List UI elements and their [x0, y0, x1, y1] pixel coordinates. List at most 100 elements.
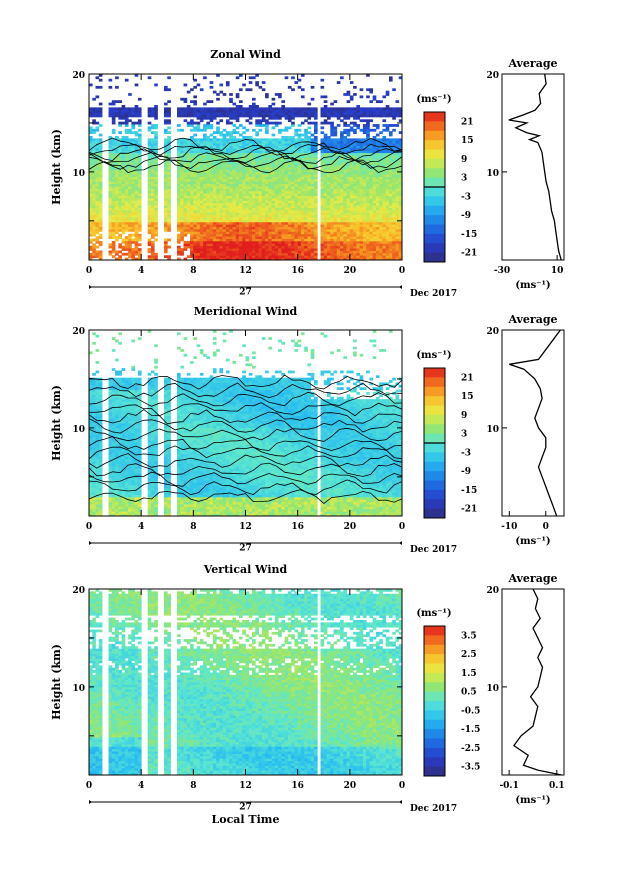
- heatmap-cell: [245, 88, 250, 92]
- heatmap-cell: [340, 212, 344, 216]
- heatmap-cell: [92, 212, 96, 216]
- heatmap-cell: [385, 109, 390, 113]
- heatmap-cell: [180, 143, 184, 146]
- heatmap-cell: [255, 174, 259, 177]
- heatmap-cell: [320, 248, 325, 251]
- heatmap-cell: [356, 176, 361, 180]
- heatmap-cell: [150, 181, 155, 185]
- heatmap-cell: [167, 136, 171, 139]
- heatmap-cell: [167, 145, 171, 149]
- heatmap-cell: [121, 105, 126, 108]
- heatmap-cell: [375, 212, 380, 216]
- heatmap-cell: [206, 250, 211, 254]
- heatmap-cell: [323, 205, 328, 208]
- heatmap-cell: [258, 193, 263, 197]
- heatmap-cell: [219, 248, 224, 251]
- heatmap-cell: [385, 114, 390, 118]
- heatmap-cell: [242, 181, 246, 185]
- heatmap-cell: [333, 174, 338, 177]
- heatmap-cell: [281, 195, 286, 199]
- heatmap-cell: [92, 174, 96, 177]
- heatmap-cell: [163, 178, 168, 182]
- heatmap-cell: [392, 236, 396, 239]
- heatmap-cell: [128, 128, 132, 132]
- heatmap-cell: [330, 207, 334, 211]
- heatmap-cell: [131, 155, 136, 158]
- heatmap-cell: [333, 181, 338, 185]
- heatmap-cell: [222, 138, 227, 142]
- heatmap-cell: [379, 248, 383, 251]
- heatmap-cell: [203, 107, 207, 111]
- heatmap-cell: [95, 238, 100, 242]
- heatmap-cell: [190, 219, 194, 223]
- heatmap-cell: [209, 112, 214, 115]
- heatmap-cell: [134, 252, 139, 256]
- heatmap-cell: [265, 202, 269, 206]
- heatmap-cell: [278, 95, 282, 99]
- heatmap-cell: [379, 257, 383, 260]
- heatmap-cell: [330, 250, 334, 254]
- heatmap-cell: [245, 174, 250, 177]
- heatmap-cell: [238, 238, 243, 242]
- heatmap-cell: [196, 83, 201, 87]
- heatmap-cell: [206, 190, 211, 194]
- heatmap-cell: [310, 183, 315, 187]
- heatmap-cell: [199, 150, 204, 154]
- heatmap-cell: [265, 209, 269, 213]
- heatmap-cell: [108, 164, 113, 168]
- heatmap-cell: [199, 176, 204, 180]
- heatmap-cell: [209, 186, 214, 189]
- heatmap-cell: [163, 131, 168, 135]
- heatmap-cell: [346, 236, 351, 239]
- heatmap-cell: [121, 164, 126, 168]
- heatmap-cell: [366, 126, 370, 130]
- heatmap-cell: [310, 171, 315, 175]
- heatmap-cell: [291, 240, 295, 244]
- heatmap-cell: [375, 193, 380, 197]
- heatmap-cell: [359, 88, 364, 92]
- heatmap-cell: [320, 143, 325, 146]
- heatmap-cell: [287, 217, 292, 220]
- heatmap-cell: [177, 195, 181, 199]
- heatmap-cell: [382, 178, 387, 182]
- heatmap-cell: [278, 231, 282, 235]
- heatmap-cell: [356, 174, 361, 177]
- heatmap-cell: [261, 240, 266, 244]
- heatmap-cell: [327, 114, 331, 118]
- heatmap-cell: [118, 174, 122, 177]
- heatmap-cell: [92, 195, 96, 199]
- heatmap-cell: [238, 186, 243, 189]
- heatmap-cell: [242, 250, 246, 254]
- heatmap-cell: [232, 183, 237, 187]
- heatmap-cell: [89, 126, 93, 130]
- heatmap-cell: [248, 205, 253, 208]
- heatmap-cell: [291, 224, 295, 228]
- heatmap-cell: [232, 219, 237, 223]
- heatmap-cell: [362, 243, 367, 247]
- heatmap-cell: [353, 114, 357, 118]
- heatmap-cell: [147, 188, 152, 192]
- heatmap-cell: [193, 233, 197, 237]
- heatmap-cell: [222, 112, 227, 115]
- heatmap-cell: [336, 200, 341, 204]
- heatmap-cell: [252, 178, 256, 182]
- heatmap-cell: [336, 171, 341, 175]
- heatmap-cell: [95, 159, 100, 163]
- heatmap-cell: [131, 167, 136, 170]
- heatmap-cell: [388, 147, 393, 151]
- heatmap-cell: [313, 231, 318, 235]
- heatmap-cell: [196, 257, 201, 260]
- heatmap-cell: [307, 138, 312, 142]
- heatmap-cell: [274, 121, 279, 125]
- heatmap-cell: [163, 85, 168, 89]
- heatmap-cell: [330, 243, 334, 247]
- heatmap-cell: [340, 140, 344, 144]
- heatmap-cell: [206, 143, 211, 146]
- heatmap-cell: [229, 209, 233, 213]
- heatmap-cell: [362, 214, 367, 218]
- heatmap-cell: [362, 238, 367, 242]
- heatmap-cell: [369, 155, 374, 158]
- heatmap-cell: [128, 114, 132, 118]
- heatmap-cell: [375, 138, 380, 142]
- heatmap-cell: [356, 138, 361, 142]
